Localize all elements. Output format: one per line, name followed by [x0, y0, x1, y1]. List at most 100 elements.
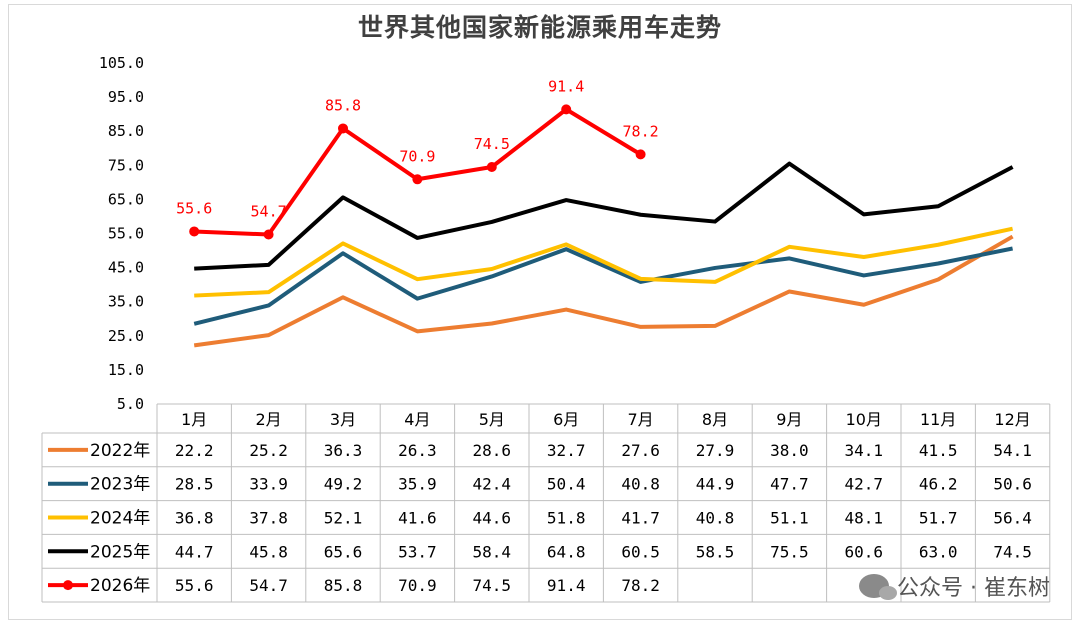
table-cell: 60.5	[621, 542, 660, 561]
table-cell: 28.5	[175, 475, 214, 494]
table-cell: 41.6	[398, 509, 437, 528]
table-cell: 74.5	[473, 576, 512, 595]
table-cell: 54.7	[249, 576, 288, 595]
table-cell: 78.2	[621, 576, 660, 595]
data-point	[189, 226, 200, 237]
x-tick-label: 5月	[479, 410, 505, 429]
legend-label: 2022年	[90, 441, 150, 461]
y-tick-label: 75.0	[108, 156, 144, 174]
data-point	[263, 229, 274, 240]
table-cell: 74.5	[993, 542, 1032, 561]
y-tick-label: 35.0	[108, 293, 144, 311]
y-tick-label: 25.0	[108, 327, 144, 345]
y-tick-label: 85.0	[108, 122, 144, 140]
data-point	[486, 162, 497, 173]
data-label: 74.5	[474, 135, 510, 153]
table-cell: 56.4	[993, 509, 1032, 528]
data-point	[338, 123, 348, 134]
table-cell: 40.8	[696, 509, 735, 528]
chart-frame	[8, 4, 1072, 620]
x-tick-label: 8月	[702, 410, 728, 429]
table-cell: 70.9	[398, 576, 437, 595]
y-tick-label: 45.0	[108, 259, 144, 277]
chart-title: 世界其他国家新能源乘用车走势	[357, 13, 722, 42]
table-cell: 48.1	[845, 509, 884, 528]
series-line-2025年	[194, 161, 1014, 271]
table-cell: 28.6	[473, 441, 512, 460]
data-point	[635, 149, 646, 160]
table-cell: 35.9	[398, 475, 437, 494]
watermark: 公众号 · 崔东树	[859, 570, 1050, 602]
series-line-2023年	[193, 246, 1013, 326]
table-cell: 91.4	[547, 576, 586, 595]
table-cell: 34.1	[845, 441, 884, 460]
table-cell: 26.3	[398, 441, 437, 460]
table-cell: 40.8	[621, 475, 660, 494]
legend-marker	[63, 580, 73, 591]
x-tick-label: 12月	[994, 410, 1030, 429]
y-tick-label: 65.0	[108, 190, 144, 208]
y-tick-label: 105.0	[99, 54, 144, 72]
x-tick-label: 10月	[846, 410, 882, 429]
table-cell: 64.8	[547, 542, 586, 561]
data-label: 78.2	[623, 122, 659, 140]
data-table: 1月 2月 3月 4月 5月 6月 7月 8月 9月 10月 11月 12月 2022年 22.2 25.2…	[41, 403, 1051, 603]
wechat-icon	[859, 574, 898, 600]
table-cell: 41.5	[919, 441, 958, 460]
table-cell: 33.9	[249, 475, 288, 494]
y-tick-label: 15.0	[108, 361, 144, 379]
table-cell: 36.3	[324, 441, 363, 460]
table-cell: 44.9	[696, 475, 735, 494]
table-cell: 42.4	[473, 475, 512, 494]
y-tick-label: 5.0	[117, 395, 144, 413]
watermark-text: 公众号 · 崔东树	[897, 576, 1050, 601]
legend-label: 2026年	[90, 576, 150, 596]
x-tick-label: 1月	[181, 410, 207, 429]
table-cell: 22.2	[175, 441, 214, 460]
table-cell: 53.7	[398, 542, 437, 561]
table-cell: 45.8	[249, 542, 288, 561]
table-cell: 27.9	[696, 441, 735, 460]
table-cell: 55.6	[175, 576, 214, 595]
legend-label: 2024年	[90, 509, 150, 529]
data-labels: 55.6 54.7 85.8 70.9 74.5 91.4 78.2	[176, 77, 659, 220]
table-cell: 50.4	[547, 475, 586, 494]
x-tick-label: 11月	[920, 410, 956, 429]
table-cell: 63.0	[919, 542, 958, 561]
data-label: 91.4	[548, 77, 584, 95]
x-tick-label: 6月	[553, 410, 579, 429]
data-label: 55.6	[176, 199, 212, 217]
x-tick-label: 3月	[330, 410, 356, 429]
legend-label: 2023年	[90, 475, 150, 495]
table-cell: 54.1	[993, 441, 1032, 460]
table-cell: 38.0	[770, 441, 809, 460]
table-cell: 65.6	[324, 542, 363, 561]
table-cell: 46.2	[919, 475, 958, 494]
table-cell: 50.6	[993, 475, 1032, 494]
series-line-2024年	[194, 226, 1014, 298]
x-tick-label: 2月	[256, 410, 282, 429]
y-tick-label: 55.0	[108, 225, 144, 243]
data-label: 70.9	[399, 147, 435, 165]
table-cell: 41.7	[621, 509, 660, 528]
legend-label: 2025年	[90, 542, 150, 562]
table-cell: 47.7	[770, 475, 809, 494]
table-cell: 44.6	[473, 509, 512, 528]
data-label: 85.8	[325, 96, 361, 114]
x-tick-label: 7月	[628, 410, 654, 429]
table-cell: 75.5	[770, 542, 809, 561]
table-cell: 58.5	[696, 542, 735, 561]
table-cell: 85.8	[324, 576, 363, 595]
table-cell: 36.8	[175, 509, 214, 528]
table-cell: 52.1	[324, 509, 363, 528]
table-cell: 51.1	[770, 509, 809, 528]
table-cell: 37.8	[249, 509, 288, 528]
data-point	[412, 174, 423, 185]
y-axis: 105.0 95.0 85.0 75.0 65.0 55.0 45.0 35.0 25.0 15.…	[99, 54, 144, 413]
x-tick-label: 9月	[776, 410, 802, 429]
table-cell: 58.4	[473, 542, 512, 561]
table-cell: 60.6	[845, 542, 884, 561]
table-cell: 51.7	[919, 509, 958, 528]
table-cell: 42.7	[845, 475, 884, 494]
